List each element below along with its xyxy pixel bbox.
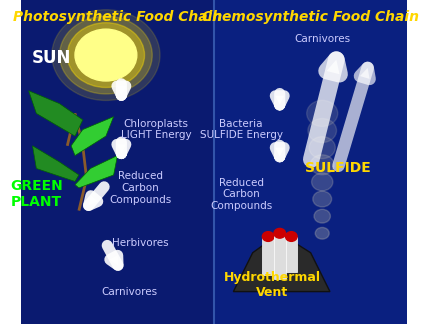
Text: Carnivores: Carnivores [294, 34, 350, 44]
Circle shape [307, 100, 338, 126]
Text: Chloroplasts
LIGHT Energy: Chloroplasts LIGHT Energy [121, 119, 191, 140]
Text: SUN: SUN [32, 49, 72, 67]
Polygon shape [71, 117, 114, 156]
Text: Reduced
Carbon
Compounds: Reduced Carbon Compounds [110, 171, 172, 204]
Polygon shape [75, 156, 118, 188]
Circle shape [274, 228, 286, 238]
FancyBboxPatch shape [21, 0, 214, 324]
Circle shape [309, 137, 335, 159]
Circle shape [311, 173, 333, 191]
Polygon shape [32, 146, 79, 181]
Circle shape [67, 23, 145, 87]
Circle shape [310, 155, 334, 175]
Polygon shape [233, 233, 330, 292]
Text: SULFIDE: SULFIDE [305, 161, 371, 176]
Text: GREEN
PLANT: GREEN PLANT [10, 179, 63, 210]
Circle shape [75, 29, 137, 81]
Text: Photosynthetic Food Chain: Photosynthetic Food Chain [13, 10, 222, 24]
Circle shape [313, 191, 332, 207]
Text: Reduced
Carbon
Compounds: Reduced Carbon Compounds [210, 178, 272, 211]
Polygon shape [286, 237, 297, 272]
Circle shape [60, 16, 152, 94]
Circle shape [315, 227, 329, 239]
Text: Herbivores: Herbivores [112, 238, 169, 248]
Circle shape [308, 119, 337, 143]
Circle shape [314, 209, 330, 223]
Text: Bacteria
SULFIDE Energy: Bacteria SULFIDE Energy [200, 119, 283, 140]
Text: Hydrothermal
Vent: Hydrothermal Vent [223, 271, 321, 299]
Polygon shape [29, 91, 83, 136]
Circle shape [52, 10, 160, 100]
FancyBboxPatch shape [214, 0, 407, 324]
Text: Carnivores: Carnivores [101, 287, 157, 296]
Text: Chemosynthetic Food Chain: Chemosynthetic Food Chain [202, 10, 419, 24]
Polygon shape [262, 237, 274, 275]
Polygon shape [274, 233, 286, 279]
Circle shape [286, 232, 297, 241]
Circle shape [262, 232, 274, 241]
